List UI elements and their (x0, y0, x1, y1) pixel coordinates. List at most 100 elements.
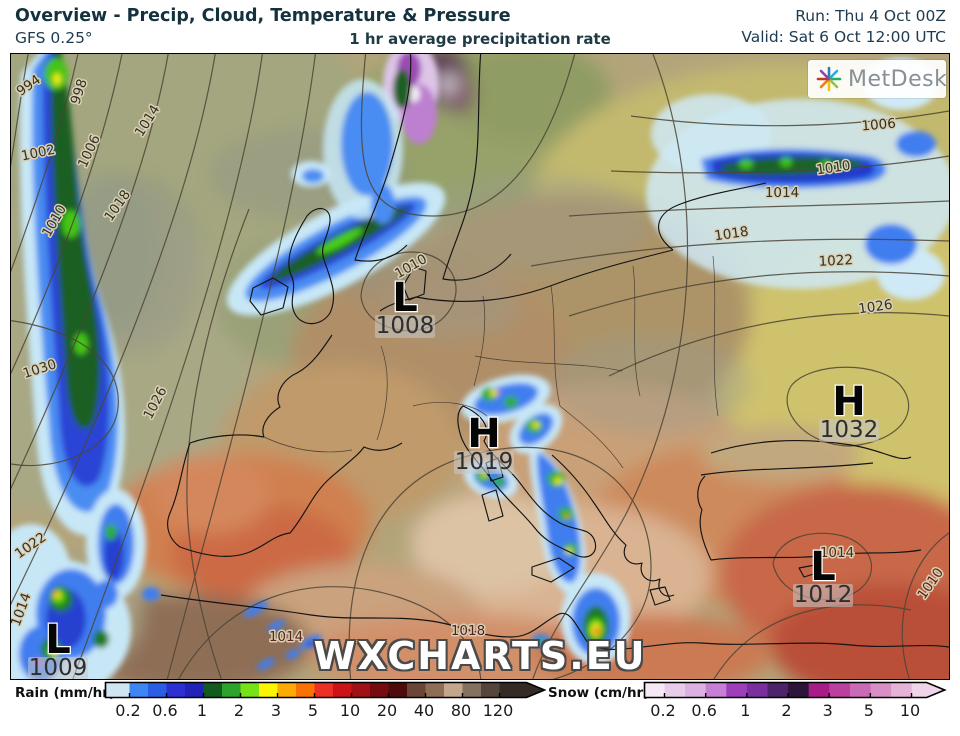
isobar-contours (11, 54, 949, 679)
color-step (829, 682, 851, 698)
weather-map: 994 998 1014 1006 1002 1010 1018 1030 1026 1022 10… (10, 53, 950, 680)
country-borders (263, 255, 719, 469)
rain-tick-label: 80 (450, 701, 472, 720)
watermark: WXCHARTS.EU (313, 634, 647, 678)
pressure-letter: L (392, 275, 418, 321)
color-step (726, 682, 748, 698)
color-step (644, 682, 665, 698)
snow-colorbar (643, 681, 947, 703)
parameter-subtitle: 1 hr average precipitation rate (349, 30, 611, 48)
color-step (499, 682, 527, 698)
rain-tick-label: 40 (413, 701, 435, 720)
color-step (203, 682, 223, 698)
isobar-label: 1006 (861, 116, 897, 135)
color-step (388, 682, 408, 698)
color-step (259, 682, 278, 698)
run-time: Run: Thu 4 Oct 00Z (795, 7, 946, 25)
rain-tick-label: 1 (196, 701, 208, 720)
snow-tick-label: 3 (822, 701, 833, 720)
color-step (129, 682, 149, 698)
snow-tick-label: 5 (863, 701, 874, 720)
rain-bar-svg (104, 681, 547, 699)
pressure-value: 1012 (794, 582, 853, 608)
isobar-label: 1026 (857, 297, 893, 318)
color-step (444, 682, 463, 698)
color-step (370, 682, 389, 698)
color-step (148, 682, 167, 698)
color-step (767, 682, 789, 698)
snow-tick-label: 1 (740, 701, 751, 720)
color-step (746, 682, 768, 698)
pressure-letter: L (45, 617, 71, 663)
rain-tick-label: 2 (233, 701, 245, 720)
color-step (277, 682, 297, 698)
rain-tick-label: 120 (482, 701, 514, 720)
metdesk-logo-text: MetDesk (848, 66, 948, 92)
rain-tick-label: 20 (376, 701, 398, 720)
pressure-value: 1008 (376, 313, 435, 339)
color-step (333, 682, 352, 698)
color-step (185, 682, 204, 698)
rain-tick-label: 3 (270, 701, 282, 720)
rain-tick-label: 0.2 (115, 701, 141, 720)
legend-bar: Rain (mm/hr) Snow (cm/hr) 0.2 0.6 1 2 3 5 10 20… (0, 680, 960, 736)
pressure-value: 1009 (29, 655, 88, 679)
snow-tick-label: 0.6 (691, 701, 717, 720)
color-step (849, 682, 871, 698)
metdesk-logo: MetDesk (808, 60, 948, 98)
color-step (222, 682, 241, 698)
color-step (166, 682, 186, 698)
color-step (105, 682, 130, 698)
rain-colorbar (104, 681, 547, 703)
isobar-label: 1010 (815, 158, 851, 179)
rain-legend-label: Rain (mm/hr) (15, 685, 116, 701)
pressure-value: 1032 (820, 417, 879, 443)
color-step (296, 682, 315, 698)
isobar-label: 1022 (818, 252, 853, 270)
isobar-label: 998 (68, 77, 91, 106)
color-step (481, 682, 500, 698)
color-step (407, 682, 426, 698)
pressure-letter: H (832, 379, 865, 425)
color-step (808, 682, 830, 698)
rain-tick-label: 10 (339, 701, 361, 720)
color-step (351, 682, 371, 698)
snow-legend-label: Snow (cm/hr) (548, 685, 650, 701)
metdesk-star-icon (816, 66, 842, 92)
color-step (891, 682, 913, 698)
color-step (425, 682, 445, 698)
color-step (240, 682, 260, 698)
color-step (314, 682, 334, 698)
valid-time: Valid: Sat 6 Oct 12:00 UTC (741, 28, 946, 46)
color-step (664, 682, 686, 698)
snow-bar-svg (643, 681, 947, 699)
isobar-label: 1014 (820, 545, 854, 561)
rain-tick-label: 0.6 (152, 701, 178, 720)
coastlines (160, 54, 949, 650)
isobar-label: 1018 (713, 224, 749, 245)
color-step (788, 682, 810, 698)
isobar-label: 1018 (451, 623, 485, 639)
snow-tick-label: 2 (781, 701, 792, 720)
isobar-label: 1014 (765, 185, 799, 201)
isobar-label: 1014 (269, 629, 303, 645)
pressure-letter: H (467, 411, 500, 457)
rain-tick-label: 5 (307, 701, 319, 720)
snow-tick-label: 0.2 (650, 701, 676, 720)
color-step (685, 682, 707, 698)
page-title: Overview - Precip, Cloud, Temperature & … (15, 6, 511, 26)
color-step (705, 682, 727, 698)
color-step (870, 682, 892, 698)
pressure-letter: L (810, 544, 836, 590)
color-step (462, 682, 482, 698)
pressure-value: 1019 (455, 449, 514, 475)
header: Overview - Precip, Cloud, Temperature & … (0, 0, 960, 53)
